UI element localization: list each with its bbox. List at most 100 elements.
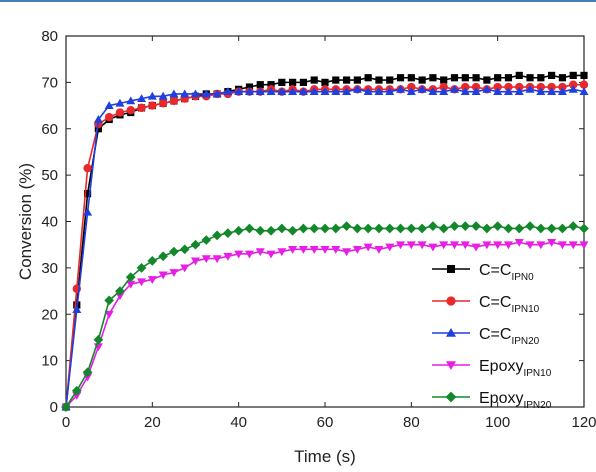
- legend-item-cc_ipn20: C=CIPN20: [432, 326, 540, 347]
- data-point-cc_ipn20: [471, 87, 481, 96]
- series-epoxy_ipn20: [61, 221, 589, 412]
- data-point-epoxy_ipn10: [482, 241, 492, 250]
- legend: C=CIPN0C=CIPN10C=CIPN20EpoxyIPN10EpoxyIP…: [432, 262, 552, 411]
- data-point-cc_ipn20: [417, 84, 427, 93]
- data-point-cc_ipn0: [310, 76, 318, 84]
- data-point-cc_ipn10: [461, 82, 470, 92]
- data-point-cc_ipn10: [169, 96, 179, 106]
- data-point-cc_ipn0: [418, 76, 426, 84]
- data-point-epoxy_ipn20: [82, 367, 93, 378]
- legend-label-main: C=C: [479, 294, 511, 311]
- data-point-cc_ipn20: [277, 87, 287, 96]
- data-point-epoxy_ipn20: [212, 230, 222, 241]
- data-point-cc_ipn20: [385, 87, 395, 96]
- data-point-cc_ipn0: [278, 78, 286, 86]
- data-point-cc_ipn20: [352, 84, 362, 93]
- data-point-cc_ipn20: [363, 87, 373, 96]
- data-point-cc_ipn10: [407, 82, 416, 92]
- data-point-cc_ipn0: [245, 83, 254, 91]
- data-point-cc_ipn0: [299, 78, 308, 86]
- data-point-cc_ipn10: [104, 112, 114, 122]
- data-point-cc_ipn10: [558, 82, 567, 92]
- data-point-cc_ipn0: [504, 74, 513, 82]
- data-point-epoxy_ipn20: [276, 223, 287, 234]
- legend-label-main: Epoxy: [479, 358, 523, 375]
- data-point-cc_ipn0: [440, 76, 448, 84]
- y-tick-label: 40: [41, 214, 58, 231]
- series-epoxy_ipn10: [61, 238, 589, 412]
- data-point-cc_ipn0: [569, 71, 577, 80]
- data-point-epoxy_ipn20: [449, 221, 460, 231]
- data-point-epoxy_ipn20: [158, 251, 168, 262]
- data-point-cc_ipn20: [536, 87, 546, 96]
- data-point-epoxy_ipn20: [115, 286, 125, 296]
- data-point-cc_ipn10: [148, 101, 157, 110]
- data-point-epoxy_ipn10: [342, 248, 352, 257]
- data-point-cc_ipn10: [83, 163, 92, 173]
- legend-marker: [447, 265, 455, 273]
- data-point-epoxy_ipn10: [439, 241, 449, 250]
- data-point-cc_ipn0: [450, 74, 459, 82]
- data-point-cc_ipn20: [180, 89, 190, 98]
- x-tick-label: 100: [485, 414, 510, 431]
- data-point-cc_ipn0: [256, 81, 264, 89]
- data-point-epoxy_ipn20: [352, 223, 363, 234]
- legend-item-cc_ipn0: C=CIPN0: [432, 262, 534, 283]
- data-point-cc_ipn10: [536, 82, 546, 92]
- series-layer: [61, 71, 589, 412]
- data-point-cc_ipn20: [266, 87, 276, 96]
- legend-label-sub: IPN20: [511, 336, 539, 347]
- data-point-epoxy_ipn20: [406, 223, 417, 234]
- y-tick-label: 20: [41, 306, 58, 323]
- legend-marker: [446, 328, 456, 337]
- legend-label-sub: IPN10: [511, 304, 539, 315]
- data-point-cc_ipn20: [482, 84, 492, 93]
- data-point-cc_ipn0: [353, 76, 361, 84]
- data-point-epoxy_ipn20: [503, 223, 514, 234]
- data-point-epoxy_ipn10: [406, 241, 416, 250]
- data-point-epoxy_ipn10: [147, 276, 157, 284]
- data-point-cc_ipn20: [298, 87, 308, 96]
- data-point-cc_ipn20: [450, 84, 459, 93]
- data-point-epoxy_ipn20: [190, 239, 201, 250]
- data-point-epoxy_ipn20: [374, 223, 384, 234]
- data-point-epoxy_ipn10: [169, 269, 179, 278]
- data-point-epoxy_ipn10: [244, 250, 254, 259]
- data-point-cc_ipn20: [115, 98, 125, 107]
- data-point-cc_ipn0: [321, 78, 329, 86]
- data-point-cc_ipn10: [158, 99, 168, 108]
- data-point-epoxy_ipn20: [147, 256, 158, 266]
- data-point-cc_ipn20: [126, 96, 136, 105]
- data-point-epoxy_ipn20: [61, 402, 71, 412]
- data-point-epoxy_ipn20: [460, 221, 471, 231]
- data-point-cc_ipn0: [375, 76, 383, 84]
- data-point-cc_ipn10: [439, 82, 448, 92]
- data-point-cc_ipn0: [342, 76, 351, 84]
- data-point-epoxy_ipn10: [460, 241, 470, 250]
- data-point-epoxy_ipn20: [266, 225, 276, 236]
- data-point-epoxy_ipn20: [244, 223, 255, 234]
- data-point-epoxy_ipn20: [298, 223, 309, 234]
- data-point-cc_ipn0: [407, 74, 415, 82]
- data-point-cc_ipn20: [309, 87, 319, 96]
- y-tick-label: 80: [41, 28, 58, 45]
- data-point-epoxy_ipn10: [266, 250, 276, 259]
- legend-marker: [445, 391, 457, 403]
- data-point-cc_ipn20: [342, 87, 352, 96]
- y-tick-label: 10: [41, 353, 58, 370]
- legend-marker: [446, 361, 456, 370]
- data-point-epoxy_ipn20: [125, 272, 136, 283]
- x-tick-label: 120: [571, 414, 596, 431]
- data-point-epoxy_ipn20: [579, 223, 589, 234]
- data-point-cc_ipn20: [525, 84, 535, 93]
- legend-label-sub: IPN10: [523, 368, 551, 379]
- data-point-epoxy_ipn20: [384, 223, 395, 234]
- data-point-epoxy_ipn10: [471, 243, 481, 252]
- legend-item-epoxy_ipn20: EpoxyIPN20: [432, 390, 552, 411]
- data-point-epoxy_ipn10: [363, 243, 373, 252]
- data-point-epoxy_ipn20: [492, 221, 503, 231]
- data-point-cc_ipn20: [212, 89, 222, 98]
- data-point-epoxy_ipn10: [352, 245, 362, 254]
- legend-label: C=CIPN10: [479, 294, 540, 315]
- data-point-cc_ipn0: [461, 74, 469, 82]
